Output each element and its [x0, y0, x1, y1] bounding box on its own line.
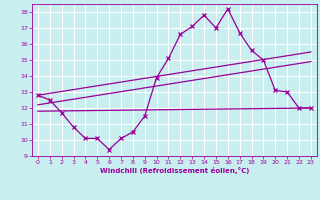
X-axis label: Windchill (Refroidissement éolien,°C): Windchill (Refroidissement éolien,°C): [100, 167, 249, 174]
